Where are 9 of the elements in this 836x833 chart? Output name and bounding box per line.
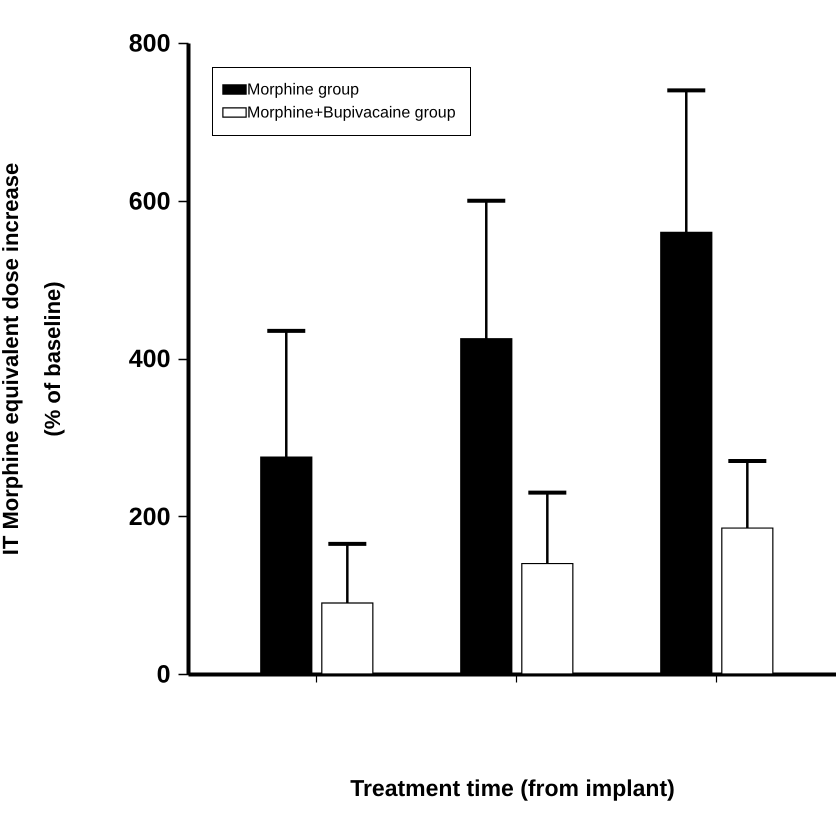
y-axis-title: IT Morphine equivalent dose increase (% of baseline) (0, 162, 65, 556)
y-tick-label: 0 (156, 660, 170, 688)
legend-label: Morphine+Bupivacaine group (247, 104, 456, 122)
legend-label: Morphine group (247, 82, 360, 98)
y-tick-label: 600 (128, 187, 170, 216)
y-tick-label: 800 (128, 30, 170, 58)
y-tick-label: 200 (128, 502, 170, 531)
x-axis-title: Treatment time (from implant) (350, 775, 675, 802)
y-tick-label: 400 (128, 345, 170, 373)
